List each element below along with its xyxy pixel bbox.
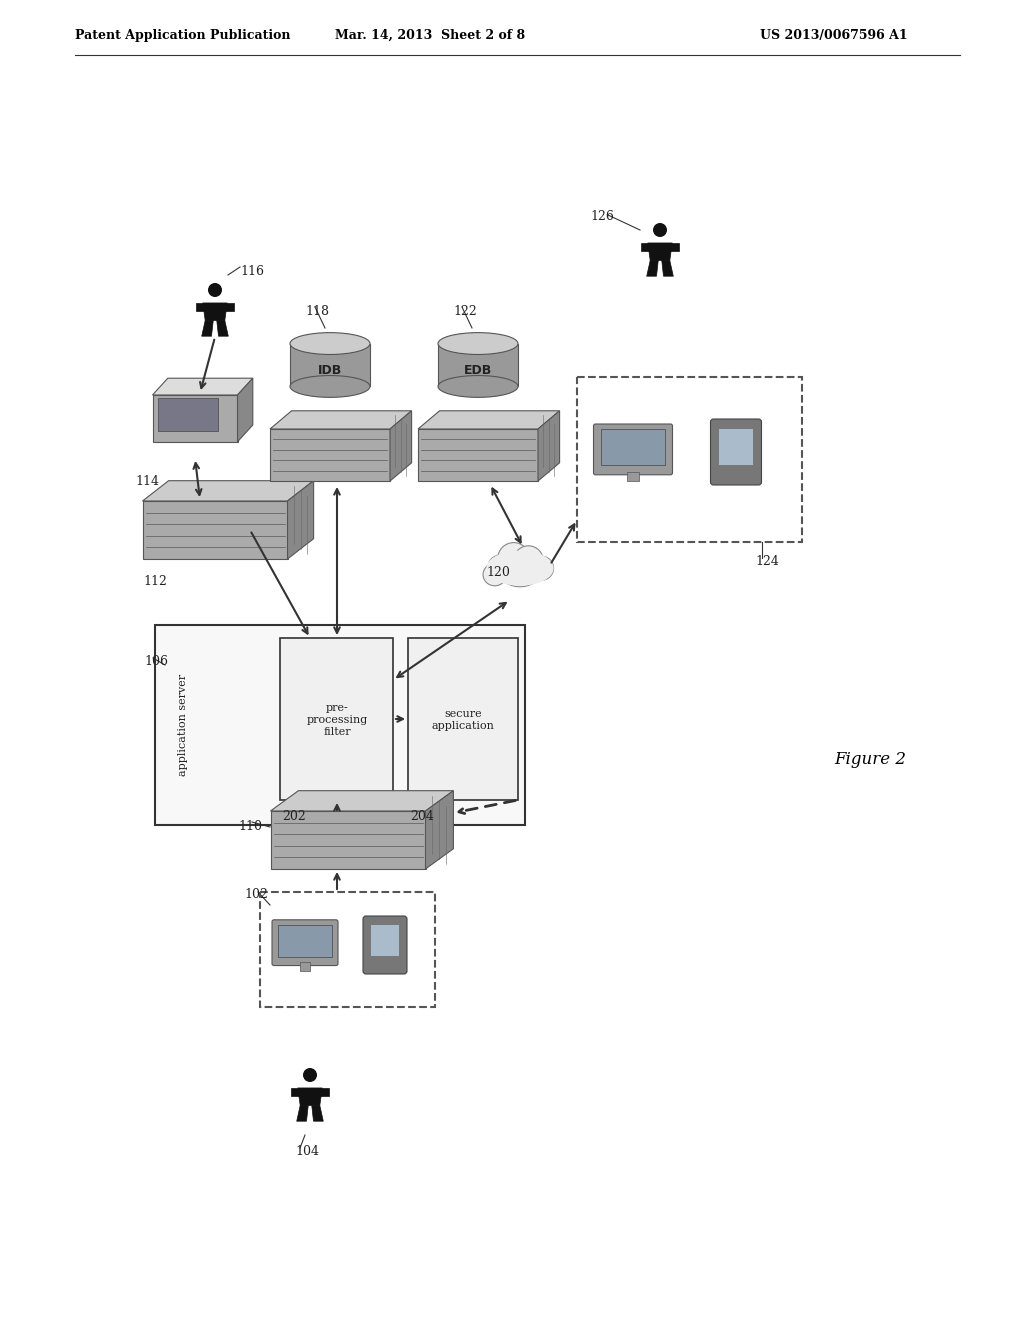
Ellipse shape [438,333,518,355]
FancyBboxPatch shape [362,916,407,974]
Polygon shape [270,810,426,869]
FancyBboxPatch shape [711,418,762,484]
Polygon shape [270,429,390,480]
Ellipse shape [290,333,370,355]
FancyBboxPatch shape [601,429,666,465]
Text: 118: 118 [305,305,329,318]
Polygon shape [297,1105,308,1121]
Text: 122: 122 [453,305,477,318]
FancyBboxPatch shape [300,962,310,972]
Polygon shape [270,791,454,810]
FancyBboxPatch shape [594,424,673,475]
Polygon shape [142,502,288,558]
FancyBboxPatch shape [155,624,525,825]
Polygon shape [641,243,679,251]
Text: Mar. 14, 2013  Sheet 2 of 8: Mar. 14, 2013 Sheet 2 of 8 [335,29,525,41]
Polygon shape [426,791,454,869]
Text: 116: 116 [240,265,264,279]
Polygon shape [291,1088,330,1096]
FancyBboxPatch shape [280,638,393,800]
Ellipse shape [528,556,554,581]
Polygon shape [311,1105,324,1121]
Polygon shape [217,321,228,337]
Text: 110: 110 [238,820,262,833]
Polygon shape [288,480,313,558]
Text: 204: 204 [410,810,434,822]
Polygon shape [270,411,412,429]
Text: EDB: EDB [464,363,493,376]
Text: application server: application server [178,675,188,776]
Polygon shape [153,379,253,395]
Text: 126: 126 [590,210,613,223]
Polygon shape [290,343,370,387]
Polygon shape [203,304,227,321]
Ellipse shape [498,543,529,574]
FancyBboxPatch shape [272,920,338,965]
Circle shape [653,223,667,236]
Text: 102: 102 [244,888,268,902]
FancyBboxPatch shape [279,925,332,957]
Polygon shape [648,243,672,260]
FancyBboxPatch shape [371,925,399,957]
Text: 104: 104 [295,1144,319,1158]
Polygon shape [196,304,234,312]
FancyBboxPatch shape [159,399,218,432]
Polygon shape [538,411,559,480]
Ellipse shape [487,554,514,582]
Polygon shape [298,1088,323,1105]
Polygon shape [418,411,559,429]
Polygon shape [142,480,313,502]
Text: 114: 114 [135,475,159,488]
Text: US 2013/0067596 A1: US 2013/0067596 A1 [760,29,907,41]
Text: Figure 2: Figure 2 [834,751,906,768]
FancyBboxPatch shape [408,638,518,800]
Ellipse shape [438,375,518,397]
Text: 120: 120 [486,565,510,578]
Text: 112: 112 [143,576,167,587]
Text: Patent Application Publication: Patent Application Publication [75,29,291,41]
Text: pre-
processing
filter: pre- processing filter [306,704,368,737]
Text: secure
application: secure application [431,709,495,731]
Ellipse shape [483,564,507,586]
Text: IDB: IDB [317,363,342,376]
Ellipse shape [486,550,554,586]
FancyBboxPatch shape [153,395,238,442]
Circle shape [209,284,221,296]
Text: 106: 106 [144,655,168,668]
Text: 202: 202 [282,810,306,822]
FancyBboxPatch shape [719,429,753,465]
Text: 124: 124 [755,554,779,568]
Polygon shape [647,260,658,276]
Polygon shape [438,343,518,387]
FancyBboxPatch shape [627,471,639,482]
Polygon shape [202,321,213,337]
Polygon shape [418,429,538,480]
Polygon shape [238,379,253,442]
Circle shape [304,1069,316,1081]
Ellipse shape [290,375,370,397]
Ellipse shape [501,562,539,587]
Polygon shape [662,260,674,276]
Polygon shape [390,411,412,480]
Ellipse shape [514,545,543,574]
